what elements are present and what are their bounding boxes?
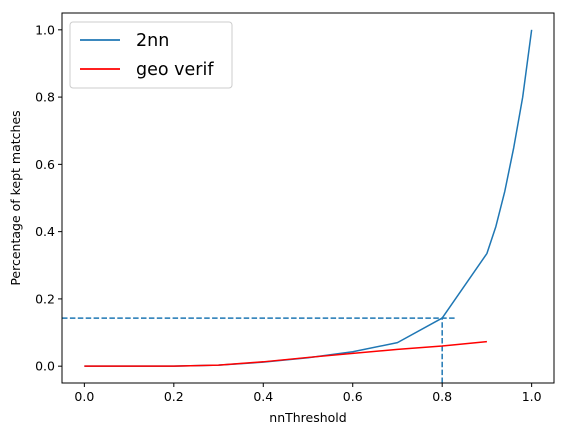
x-tick-label: 0.6 xyxy=(343,389,363,404)
legend-box xyxy=(69,21,233,89)
x-tick-label: 0.8 xyxy=(432,389,452,404)
series-line-geo-verif xyxy=(84,340,487,367)
legend-label: 2nn xyxy=(136,31,169,51)
x-tick-label: 0.4 xyxy=(253,389,273,404)
y-tick-label: 0.8 xyxy=(35,90,55,105)
legend: 2nn geo verif xyxy=(69,21,233,89)
y-tick-label: 0.0 xyxy=(35,359,55,374)
series-lines xyxy=(84,29,533,367)
y-axis-label: Percentage of kept matches xyxy=(8,110,23,285)
y-tick-label: 0.2 xyxy=(35,291,55,306)
x-axis-label: nnThreshold xyxy=(269,410,346,425)
y-tick-label: 0.6 xyxy=(35,157,55,172)
reference-lines xyxy=(62,317,456,383)
x-tick-label: 0.0 xyxy=(74,389,94,404)
x-tick-label: 1.0 xyxy=(522,389,542,404)
y-tick-label: 0.4 xyxy=(35,224,55,239)
plot-frame xyxy=(61,12,555,384)
y-axis-ticks: 0.0 0.2 0.4 0.6 0.8 1.0 xyxy=(35,22,62,374)
x-tick-label: 0.2 xyxy=(164,389,184,404)
legend-label: geo verif xyxy=(136,60,214,80)
y-tick-label: 1.0 xyxy=(35,22,55,37)
x-axis-ticks: 0.0 0.2 0.4 0.6 0.8 1.0 xyxy=(74,383,542,404)
